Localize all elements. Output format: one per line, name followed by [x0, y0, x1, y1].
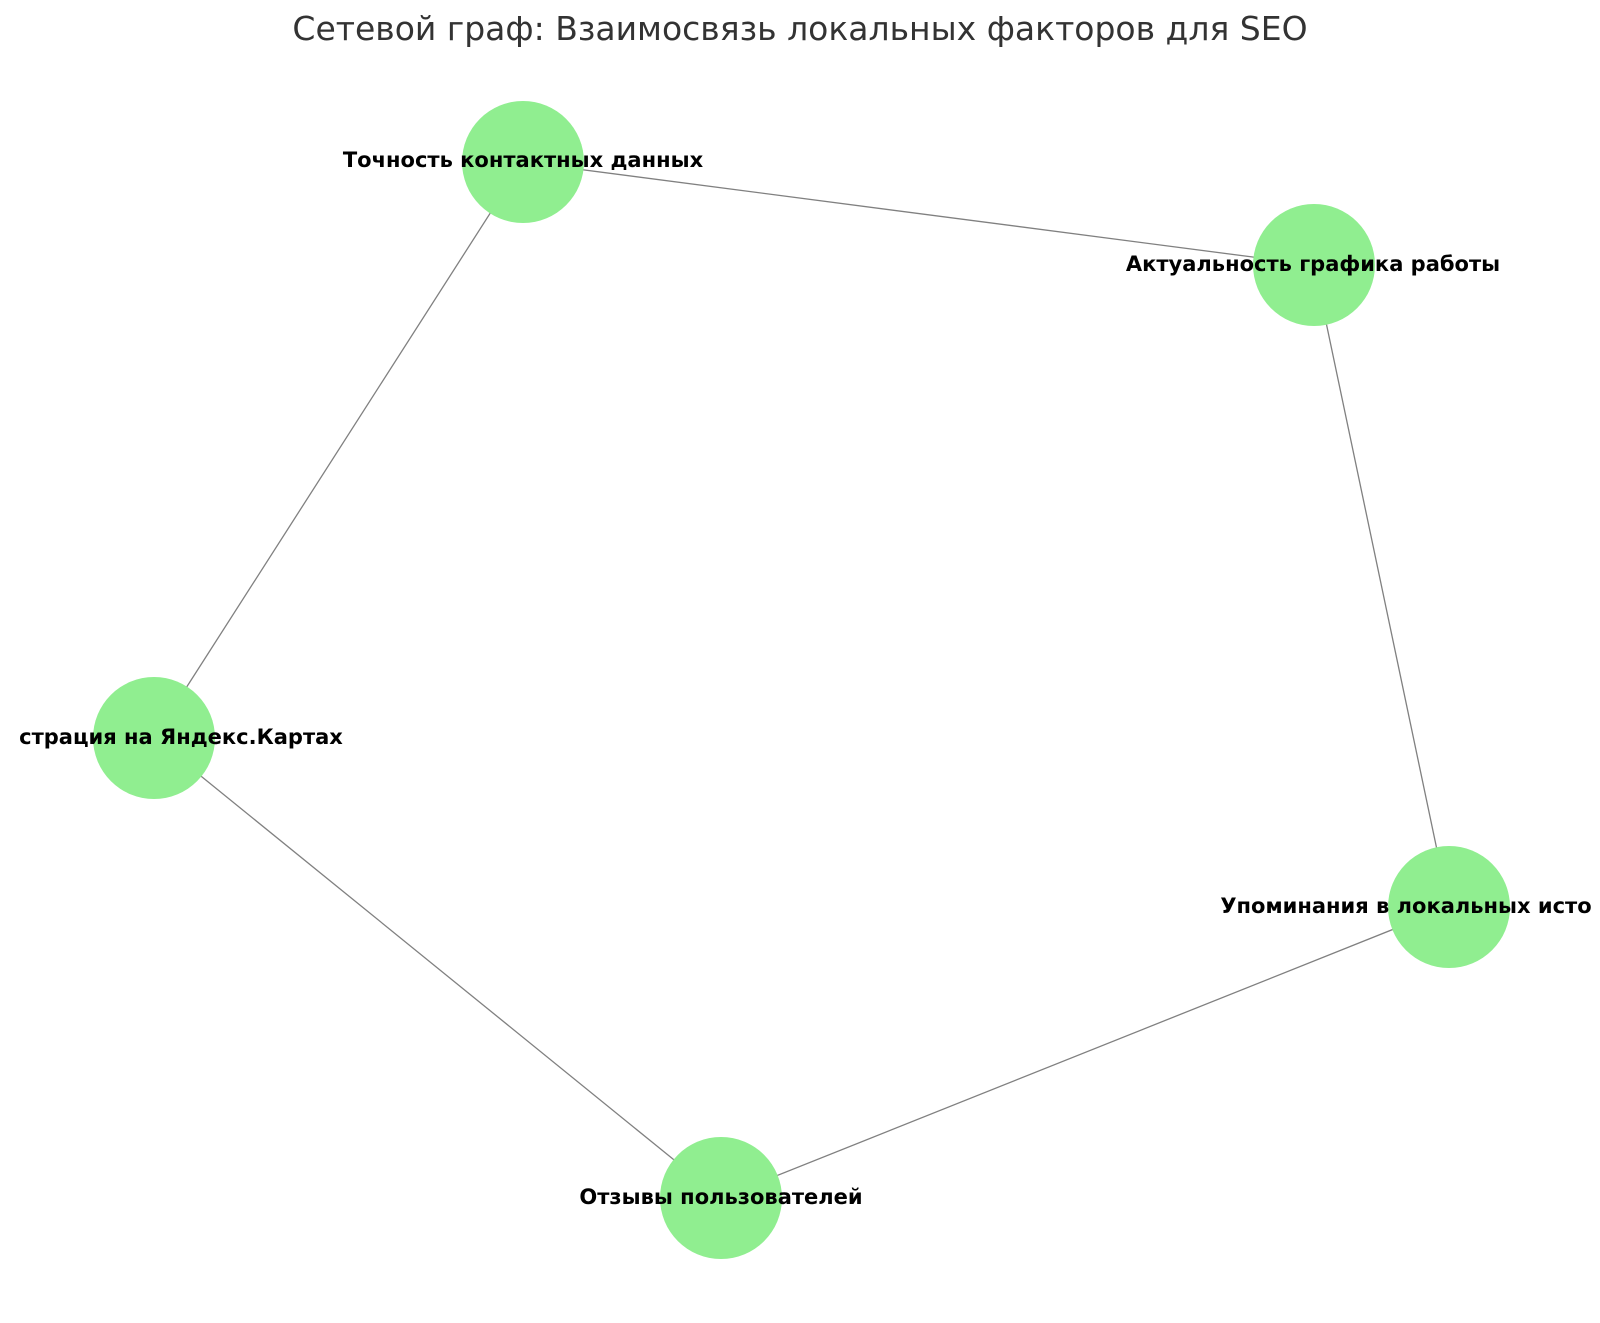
node-label-local-sources-mentions: Упоминания в локальных исто [1220, 894, 1592, 918]
graph-node-user-reviews [660, 1137, 782, 1259]
node-label-contact-data-accuracy: Точность контактных данных [342, 148, 704, 172]
node-label-schedule-freshness: Актуальность графика работы [1125, 252, 1501, 276]
graph-edge-contact-data-accuracy--schedule-freshness [522, 161, 1315, 266]
graph-edge-local-sources-mentions--user-reviews [720, 906, 1450, 1199]
graph-edge-contact-data-accuracy--yandex-maps-registration [153, 161, 524, 739]
node-label-user-reviews: Отзывы пользователей [579, 1185, 863, 1209]
graph-edge-yandex-maps-registration--user-reviews [153, 737, 722, 1199]
graph-node-yandex-maps-registration [93, 677, 215, 799]
graph-edge-schedule-freshness--local-sources-mentions [1313, 264, 1450, 908]
graph-node-schedule-freshness [1253, 204, 1375, 326]
chart-title: Сетевой граф: Взаимосвязь локальных факт… [292, 9, 1308, 48]
graph-node-local-sources-mentions [1388, 846, 1510, 968]
graph-node-contact-data-accuracy [462, 101, 584, 223]
node-label-yandex-maps-registration: страция на Яндекс.Картах [19, 725, 343, 749]
